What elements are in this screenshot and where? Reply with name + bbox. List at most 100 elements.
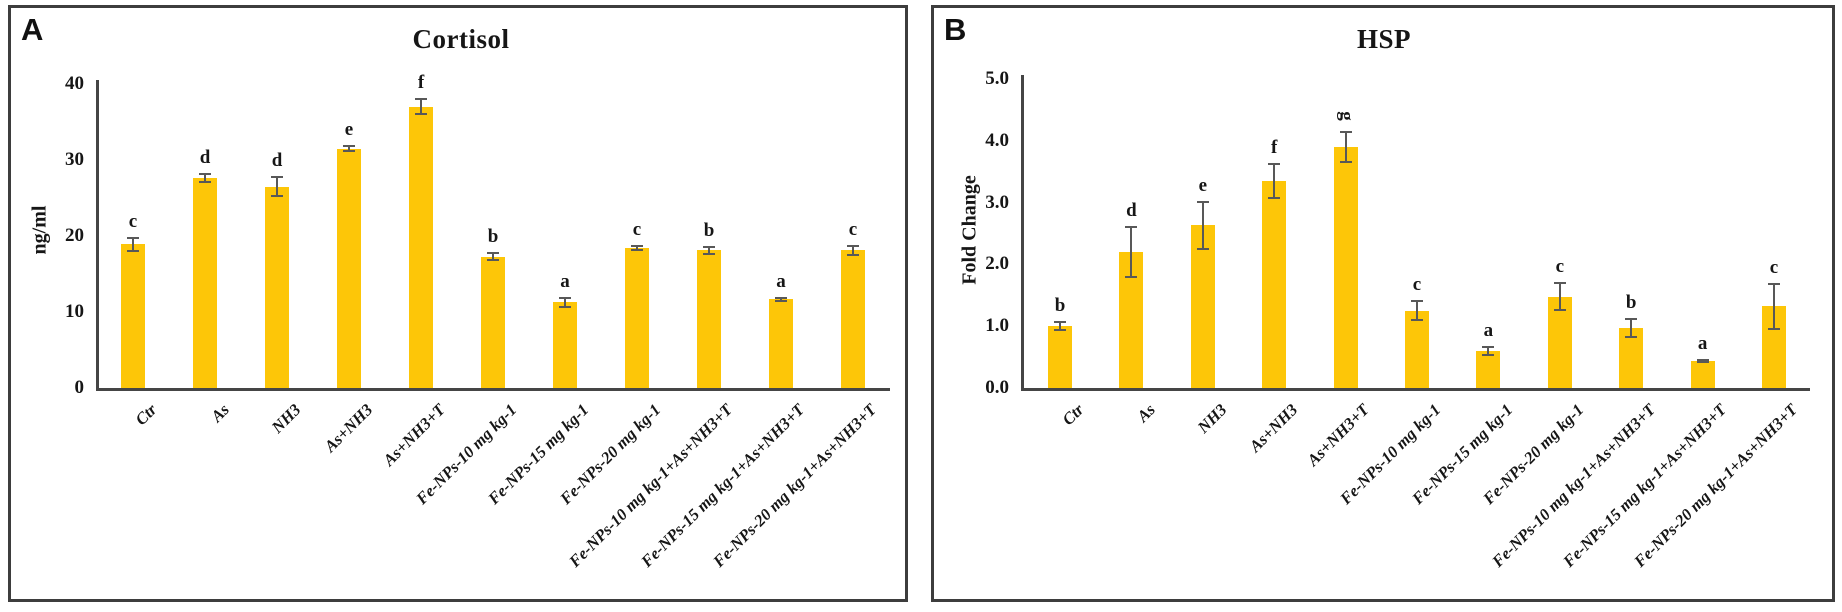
panel-a-plot-area: A Cortisol ng/ml 0 10 20 30 40 c Ctr d As d NH3 e As… bbox=[11, 8, 905, 599]
error-bar-line bbox=[1344, 131, 1347, 163]
significance-letter-text: a bbox=[1697, 332, 1708, 354]
x-axis-category-label: Ctr bbox=[131, 400, 161, 430]
y-tick-label: 3.0 bbox=[985, 191, 1009, 213]
y-tick-label: 1.0 bbox=[985, 315, 1009, 337]
error-bar-cap bbox=[1339, 161, 1352, 164]
error-bar-cap bbox=[1125, 275, 1138, 278]
error-bar-line bbox=[1773, 284, 1775, 329]
error-bar-line bbox=[1201, 201, 1204, 249]
significance-letter-text: a bbox=[560, 270, 570, 292]
significance-letter: b bbox=[468, 226, 518, 248]
y-tick-label: 20 bbox=[65, 225, 84, 246]
significance-letter: f bbox=[1249, 137, 1299, 159]
error-bar-cap bbox=[415, 98, 427, 101]
error-bar-cap bbox=[1553, 309, 1566, 312]
y-tick-label: 0.0 bbox=[985, 377, 1009, 398]
error-bar-line bbox=[276, 177, 278, 196]
significance-letter-text: b bbox=[487, 225, 499, 247]
error-bar-cap bbox=[847, 254, 859, 256]
significance-letter: c bbox=[1749, 257, 1799, 279]
error-bar-cap bbox=[1625, 336, 1638, 339]
error-bar-cap bbox=[1268, 163, 1281, 166]
error-bar-cap bbox=[1196, 200, 1209, 203]
panel-a-title: Cortisol bbox=[412, 24, 510, 54]
x-axis-category-label: NH3 bbox=[1193, 400, 1231, 437]
significance-letter-text: d bbox=[271, 150, 283, 172]
significance-letter-text: e bbox=[344, 119, 354, 141]
bar bbox=[553, 302, 577, 388]
y-tick-label: 30 bbox=[65, 149, 84, 170]
significance-letter: d bbox=[180, 147, 230, 169]
significance-letter: b bbox=[1035, 295, 1085, 317]
error-bar-cap bbox=[199, 181, 211, 184]
error-bar-line bbox=[1130, 227, 1133, 277]
significance-letter-text: c bbox=[848, 218, 858, 240]
significance-letter: g bbox=[1321, 105, 1371, 127]
error-bar-cap bbox=[1411, 300, 1423, 303]
significance-letter: c bbox=[612, 219, 662, 241]
significance-letter: a bbox=[540, 271, 590, 293]
significance-letter: e bbox=[324, 119, 374, 141]
significance-letter-text: c bbox=[1769, 257, 1779, 279]
error-bar-line bbox=[204, 174, 206, 183]
bar bbox=[697, 250, 721, 388]
error-bar-cap bbox=[1411, 319, 1423, 322]
x-axis-category-label: As+NH3 bbox=[320, 400, 377, 456]
significance-letter: c bbox=[108, 211, 158, 233]
error-bar-line bbox=[852, 245, 854, 255]
error-bar-cap bbox=[1125, 226, 1138, 229]
significance-letter-text: c bbox=[128, 210, 138, 232]
error-bar-cap bbox=[631, 249, 643, 252]
bar bbox=[121, 244, 145, 388]
error-bar-cap bbox=[703, 253, 715, 256]
error-bar-line bbox=[636, 245, 638, 251]
error-bar-line bbox=[564, 297, 566, 307]
error-bar-cap bbox=[199, 173, 211, 176]
significance-letter: f bbox=[396, 72, 446, 94]
significance-letter-text: e bbox=[1198, 174, 1208, 196]
panel-b-plot-area: B HSP Fold Change 0.0 1.0 2.0 3.0 4.0 5.0 b Ctr… bbox=[934, 8, 1832, 599]
significance-letter-text: b bbox=[1625, 291, 1637, 313]
significance-letter: c bbox=[1392, 274, 1442, 296]
error-bar-line bbox=[1273, 164, 1276, 198]
error-bar-cap bbox=[631, 244, 643, 247]
significance-letter-text: g bbox=[1335, 110, 1357, 121]
error-bar-cap bbox=[487, 259, 499, 262]
x-axis-category-label: As bbox=[206, 400, 233, 426]
error-bar-line bbox=[780, 297, 782, 301]
significance-letter-text: f bbox=[1271, 137, 1278, 159]
bar bbox=[1048, 326, 1072, 388]
error-bar-cap bbox=[1196, 247, 1209, 250]
y-axis-line bbox=[1021, 75, 1024, 391]
significance-letter: d bbox=[252, 150, 302, 172]
y-tick-label: 4.0 bbox=[985, 129, 1009, 151]
significance-letter-text: c bbox=[632, 218, 642, 240]
bar bbox=[1476, 350, 1501, 388]
significance-letter: b bbox=[1606, 292, 1656, 314]
bar bbox=[1190, 225, 1215, 388]
bar bbox=[409, 106, 433, 388]
error-bar-cap bbox=[1696, 361, 1709, 364]
error-bar-cap bbox=[1553, 281, 1566, 284]
error-bar-cap bbox=[847, 244, 859, 247]
error-bar-line bbox=[420, 99, 422, 115]
error-bar-cap bbox=[1339, 130, 1352, 133]
significance-letter: e bbox=[1178, 175, 1228, 197]
bar bbox=[481, 256, 505, 388]
x-axis-category-label: NH3 bbox=[267, 400, 305, 437]
error-bar-cap bbox=[775, 299, 787, 302]
error-bar-cap bbox=[1625, 317, 1638, 320]
x-axis-category-label: As+NH3+T bbox=[378, 400, 449, 470]
error-bar-cap bbox=[775, 296, 787, 299]
significance-letter: a bbox=[1678, 333, 1728, 355]
error-bar-cap bbox=[559, 305, 571, 308]
error-bar-cap bbox=[1054, 328, 1066, 331]
error-bar-cap bbox=[343, 145, 355, 148]
error-bar-cap bbox=[1768, 283, 1780, 286]
x-axis-category-label: As+NH3+T bbox=[1303, 400, 1374, 470]
bar bbox=[769, 299, 793, 388]
error-bar-cap bbox=[415, 113, 427, 116]
bar bbox=[1547, 296, 1572, 388]
significance-letter: b bbox=[684, 220, 734, 242]
panel-b-hsp: B HSP Fold Change 0.0 1.0 2.0 3.0 4.0 5.0 b Ctr… bbox=[931, 5, 1835, 602]
